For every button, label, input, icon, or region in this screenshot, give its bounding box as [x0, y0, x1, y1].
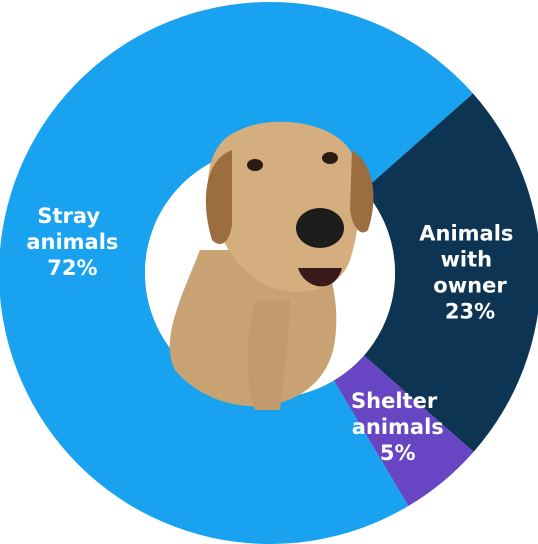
slice: [0, 2, 473, 544]
value-label: 23%: [445, 300, 495, 324]
category-label: Stray animals: [26, 204, 118, 254]
category-label: Shelter animals: [351, 389, 444, 439]
value-label: 72%: [47, 256, 97, 280]
slice: [363, 93, 538, 452]
dog-photo: [169, 121, 374, 410]
slice: [333, 355, 474, 507]
category-label: Animals with owner: [419, 222, 520, 298]
value-label: 5%: [380, 441, 416, 465]
